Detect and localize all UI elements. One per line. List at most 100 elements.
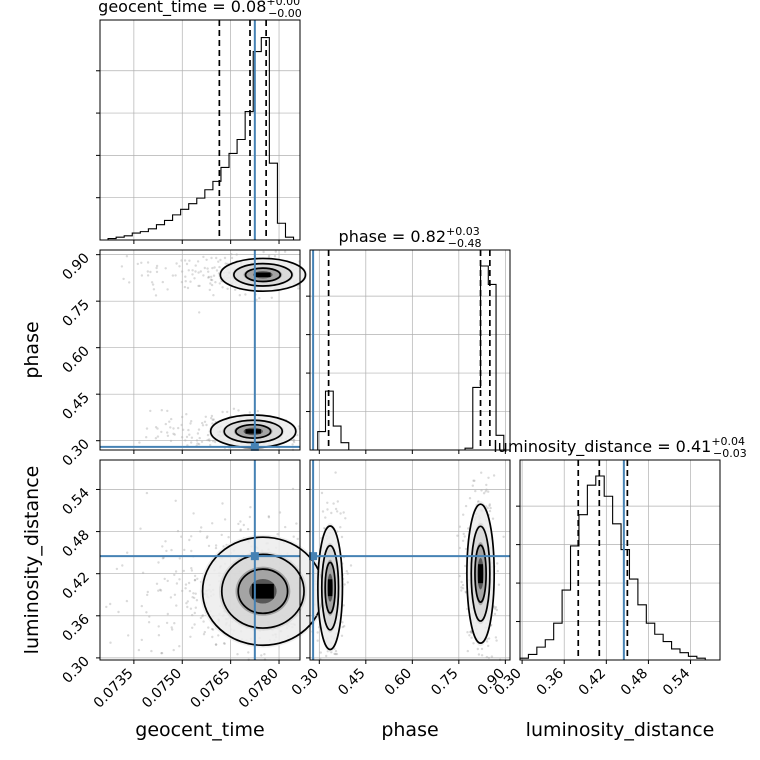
sample-point	[341, 621, 344, 624]
sample-point	[236, 653, 239, 656]
sample-point	[186, 600, 189, 603]
sample-point	[336, 510, 339, 513]
sample-point	[324, 516, 327, 519]
sample-point	[173, 622, 176, 625]
sample-point	[466, 649, 469, 653]
sample-point	[221, 286, 224, 289]
panel-frame	[99, 19, 301, 241]
sample-point	[200, 440, 204, 443]
sample-point	[214, 440, 217, 444]
sample-point	[172, 432, 175, 435]
sample-point	[206, 535, 209, 538]
sample-point	[193, 578, 197, 582]
sample-point	[147, 621, 151, 624]
sample-point	[189, 607, 193, 610]
sample-point	[218, 265, 221, 269]
sample-point	[161, 545, 164, 548]
sample-point	[319, 651, 322, 654]
sample-point	[463, 535, 466, 538]
sample-point	[247, 651, 250, 654]
density-peak	[255, 272, 271, 278]
sample-point	[210, 414, 214, 418]
sample-point	[263, 653, 266, 656]
sample-point	[469, 630, 472, 634]
sample-point	[175, 262, 178, 265]
sample-point	[488, 504, 491, 507]
sample-point	[187, 269, 190, 272]
sample-point	[117, 610, 120, 614]
sample-point	[140, 274, 144, 277]
sample-point	[196, 442, 199, 445]
sample-point	[149, 270, 152, 274]
sample-point	[175, 604, 178, 607]
xaxis-label-phase: phase	[381, 719, 438, 741]
sample-point	[345, 570, 348, 573]
sample-point	[211, 522, 214, 525]
ytick-label-luminosity_distance: 0.30	[59, 653, 92, 686]
sample-point	[242, 523, 245, 527]
sample-point	[189, 635, 192, 638]
sample-point	[205, 423, 208, 427]
sample-point	[160, 430, 163, 434]
sample-point	[190, 569, 194, 572]
sample-point	[297, 287, 300, 290]
sample-point	[203, 630, 206, 634]
sample-point	[333, 652, 336, 656]
sample-point	[138, 441, 141, 444]
sample-point	[238, 294, 241, 297]
sample-point	[164, 422, 167, 426]
contour-2	[244, 267, 282, 283]
sample-point	[176, 529, 180, 533]
sample-point	[458, 525, 461, 528]
sample-point	[296, 537, 299, 541]
sample-point	[202, 633, 206, 636]
xtick-label-geocent_time: 0.0780	[236, 666, 282, 712]
sample-point	[464, 547, 468, 551]
sample-point	[472, 642, 475, 645]
sample-point	[194, 606, 197, 609]
sample-point	[189, 280, 192, 283]
ytick-label-phase: 0.45	[59, 390, 92, 423]
sample-point	[246, 528, 250, 531]
sample-point	[173, 433, 176, 436]
sample-point	[184, 275, 187, 278]
sample-point	[214, 281, 217, 284]
sample-point	[140, 604, 143, 608]
sample-point	[297, 425, 300, 428]
sample-point	[342, 604, 345, 607]
sample-point	[292, 535, 295, 538]
sample-point	[190, 567, 193, 570]
sample-point	[484, 490, 487, 493]
sample-point	[460, 586, 463, 589]
panels-layer: geocent_time = 0.08+0.00 −0.00 phase = 0.8…	[21, 0, 747, 741]
sample-point	[183, 548, 186, 552]
sample-point	[139, 527, 142, 530]
sample-point	[230, 256, 234, 260]
sample-point	[150, 281, 154, 284]
sample-point	[488, 503, 491, 506]
sample-point	[460, 589, 463, 592]
sample-point	[154, 426, 158, 429]
sample-point	[218, 282, 221, 285]
sample-point	[161, 557, 165, 560]
sample-point	[496, 562, 499, 565]
sample-point	[186, 286, 190, 290]
sample-point	[192, 512, 195, 515]
sample-point	[209, 278, 213, 281]
sample-point	[210, 416, 213, 420]
xtick-label-geocent_time: 0.0735	[91, 666, 137, 712]
sample-point	[200, 526, 203, 529]
sample-point	[164, 540, 167, 543]
contour-1	[320, 544, 340, 631]
sample-point	[224, 262, 227, 265]
sample-point	[191, 269, 194, 272]
sample-point	[157, 625, 160, 628]
title-upper: +0.03	[446, 225, 480, 238]
sample-point	[284, 525, 287, 529]
sample-point	[155, 270, 159, 274]
sample-point	[194, 270, 197, 273]
sample-point	[211, 418, 214, 421]
sample-point	[344, 517, 347, 520]
sample-point	[283, 250, 287, 253]
sample-point	[193, 623, 196, 626]
